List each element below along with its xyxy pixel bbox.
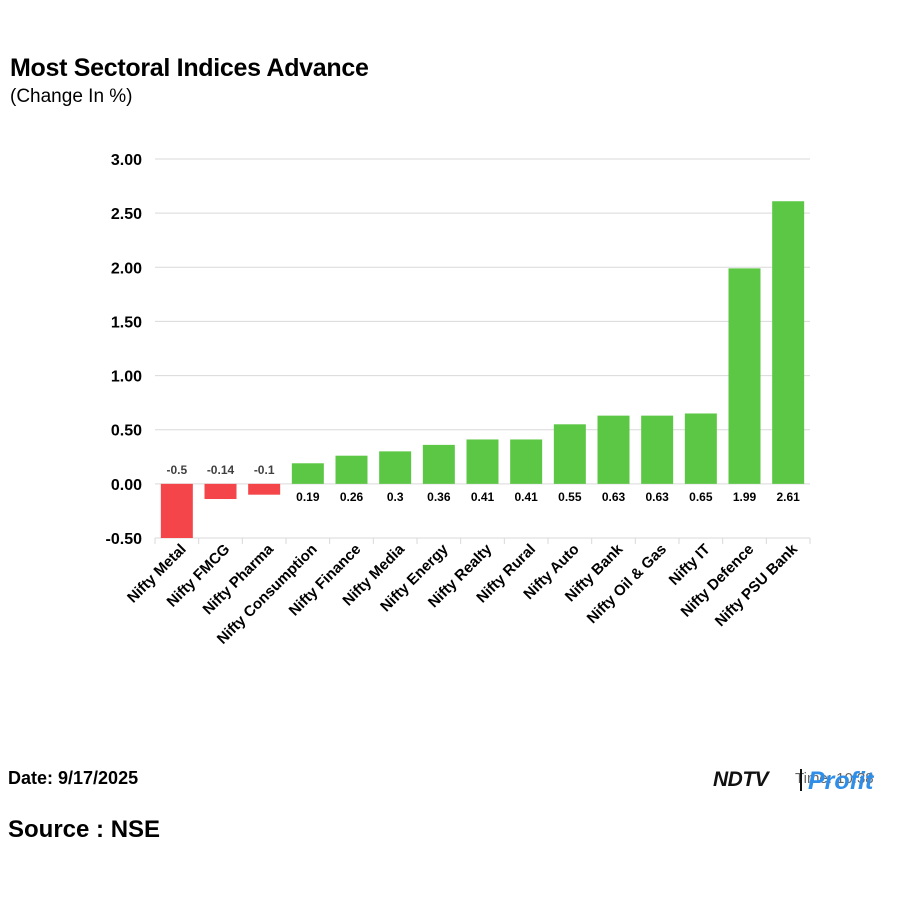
y-tick-label: 0.50 [111,423,142,440]
y-tick-label: -0.50 [106,531,143,548]
data-label: 0.26 [340,490,364,504]
data-label: -0.1 [254,463,275,477]
data-label: 0.63 [645,490,669,504]
bar [510,439,543,484]
data-label: -0.14 [207,463,235,477]
x-tick-label: Nifty PSU Bank [712,540,802,630]
data-label: 0.63 [602,490,626,504]
y-tick-label: 2.50 [111,206,142,223]
bar [466,439,499,484]
data-labels: -0.5 -0.14 -0.1 0.19 0.26 0.3 0.36 0.41 0.41 0.55… [166,463,800,504]
data-label: 0.19 [296,490,320,504]
time-label: Time: 10:38 [795,770,874,787]
bar [248,483,281,495]
data-label: 0.41 [514,490,538,504]
bar [291,463,324,484]
logo-ndtv-text: NDTV [713,768,769,791]
bar [204,483,237,500]
logo-profit-text: Profit [808,767,874,795]
y-tick-label: 0.00 [111,477,142,494]
bar [641,415,674,484]
bar [422,444,455,484]
y-axis-ticks: 3.00 2.50 2.00 1.50 1.00 0.50 0.00 -0.50 [106,152,143,548]
bar [728,268,761,484]
x-tick-label: Nifty Oil & Gas [584,541,670,627]
data-label: 1.99 [733,490,757,504]
chart-title: Most Sectoral Indices Advance [10,54,369,82]
y-tick-label: 2.00 [111,260,142,277]
bar [684,413,717,484]
data-label: 0.55 [558,490,582,504]
source-label: Source : NSE [8,816,161,843]
logo-separator [800,769,802,791]
data-label: 0.3 [387,490,404,504]
bar [379,451,412,484]
bars [160,201,805,538]
chart-subtitle: (Change In %) [10,86,133,107]
bar [160,483,193,538]
ndtv-profit-logo: NDTV Time: 10:38 Profit [713,767,893,796]
data-label: 0.36 [427,490,451,504]
y-tick-label: 1.50 [111,314,142,331]
bar [772,201,805,484]
bar [553,424,586,484]
y-tick-label: 3.00 [111,152,142,169]
bar [335,455,368,484]
data-label: 0.65 [689,490,713,504]
y-tick-label: 1.00 [111,369,142,386]
data-label: 2.61 [776,490,800,504]
data-label: -0.5 [166,463,187,477]
date-label: Date: 9/17/2025 [8,768,139,788]
data-label: 0.41 [471,490,495,504]
bar-chart: 3.002.502.001.501.000.500.00-0.50 -0.5 -0… [106,152,811,648]
bar [597,415,630,484]
